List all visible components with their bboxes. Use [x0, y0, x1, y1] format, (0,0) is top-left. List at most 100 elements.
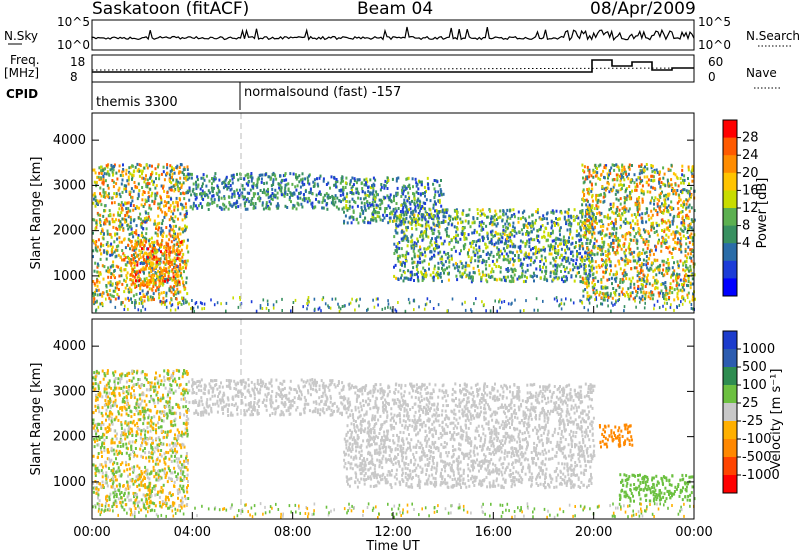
- range-gate-cell: [415, 242, 418, 246]
- range-gate-cell: [433, 241, 436, 245]
- range-gate-cell: [267, 190, 269, 194]
- range-gate-cell: [356, 204, 359, 208]
- range-gate-cell: [107, 214, 110, 218]
- range-gate-cell: [356, 178, 359, 182]
- range-gate-cell: [119, 255, 122, 259]
- range-gate-cell: [160, 300, 163, 304]
- range-gate-cell: [606, 181, 609, 185]
- range-gate-cell: [168, 229, 171, 233]
- range-gate-cell: [407, 252, 410, 256]
- range-gate-cell: [162, 165, 165, 169]
- range-gate-cell: [575, 241, 577, 245]
- range-gate-cell: [682, 181, 685, 185]
- range-gate-cell: [227, 195, 230, 199]
- range-gate-cell: [679, 177, 682, 180]
- range-gate-cell: [622, 172, 625, 176]
- range-gate-cell: [687, 224, 690, 228]
- range-gate-cell: [662, 219, 665, 223]
- range-gate-cell: [169, 164, 172, 168]
- range-gate-cell: [412, 185, 414, 189]
- range-gate-cell: [329, 196, 332, 199]
- range-gate-cell: [409, 207, 412, 211]
- range-gate-cell: [670, 178, 673, 182]
- range-gate-cell: [551, 231, 554, 235]
- range-gate-cell: [681, 283, 683, 286]
- range-gate-cell: [598, 193, 601, 197]
- range-gate-cell: [539, 268, 542, 272]
- range-gate-cell: [424, 194, 426, 198]
- range-gate-cell: [261, 201, 264, 205]
- range-gate-cell: [170, 197, 173, 201]
- range-gate-cell: [436, 245, 439, 249]
- range-gate-cell: [115, 281, 118, 285]
- range-gate-cell: [657, 291, 660, 295]
- range-gate-cell: [531, 220, 534, 224]
- range-gate-cell: [531, 213, 534, 217]
- range-gate-cell: [247, 183, 250, 187]
- range-gate-cell: [694, 297, 696, 301]
- range-gate-cell: [205, 184, 208, 188]
- range-gate-cell: [142, 253, 145, 257]
- range-gate-cell: [364, 207, 367, 211]
- range-gate-cell: [346, 221, 349, 225]
- range-gate-cell: [189, 172, 192, 176]
- range-gate-cell: [661, 211, 663, 214]
- range-gate-cell: [262, 207, 265, 211]
- range-gate-cell: [182, 205, 185, 209]
- range-gate-cell: [103, 265, 106, 269]
- range-gate-cell: [638, 263, 641, 267]
- range-gate-cell: [628, 244, 630, 248]
- range-gate-cell: [650, 174, 653, 178]
- range-gate-cell: [619, 197, 622, 201]
- range-gate-cell: [115, 218, 117, 222]
- range-gate-cell: [603, 199, 606, 203]
- range-gate-cell: [100, 169, 103, 173]
- range-gate-cell: [623, 211, 626, 214]
- range-gate-cell: [353, 199, 356, 203]
- range-gate-cell: [579, 256, 582, 260]
- range-gate-cell: [250, 179, 253, 183]
- range-gate-cell: [680, 203, 683, 207]
- range-gate-cell: [624, 190, 627, 194]
- range-gate-cell: [618, 208, 621, 212]
- range-gate-cell: [652, 275, 655, 279]
- range-gate-cell: [556, 265, 559, 269]
- range-gate-cell: [447, 234, 450, 238]
- range-gate-cell: [398, 218, 401, 222]
- range-gate-cell: [481, 261, 484, 265]
- range-gate-cell: [613, 291, 616, 295]
- range-gate-cell: [96, 249, 99, 253]
- range-gate-cell: [558, 256, 561, 260]
- range-gate-cell: [453, 266, 456, 270]
- range-gate-cell: [434, 202, 437, 206]
- range-gate-cell: [152, 282, 155, 285]
- range-gate-cell: [685, 263, 688, 267]
- range-gate-cell: [372, 189, 375, 193]
- range-gate-cell: [94, 227, 97, 231]
- range-gate-cell: [161, 234, 164, 238]
- range-gate-cell: [496, 232, 498, 236]
- range-gate-cell: [440, 204, 443, 208]
- range-gate-cell: [637, 176, 640, 180]
- range-gate-cell: [520, 217, 522, 221]
- range-gate-cell: [395, 226, 398, 230]
- range-gate-cell: [604, 250, 607, 254]
- range-gate-cell: [565, 266, 568, 270]
- range-gate-cell: [158, 279, 161, 283]
- range-gate-cell: [576, 271, 579, 275]
- range-gate-cell: [432, 271, 435, 275]
- range-gate-cell: [127, 178, 130, 182]
- range-gate-cell: [296, 201, 299, 205]
- range-gate-cell: [129, 204, 132, 207]
- range-gate-cell: [180, 271, 183, 275]
- range-gate-cell: [602, 245, 605, 249]
- range-gate-cell: [161, 252, 164, 256]
- range-gate-cell: [402, 192, 405, 196]
- range-gate-cell: [172, 234, 175, 238]
- range-gate-cell: [183, 168, 186, 171]
- range-gate-cell: [404, 186, 407, 190]
- range-gate-cell: [600, 220, 603, 223]
- range-gate-cell: [628, 277, 631, 281]
- range-gate-cell: [147, 255, 149, 259]
- range-gate-cell: [688, 234, 691, 238]
